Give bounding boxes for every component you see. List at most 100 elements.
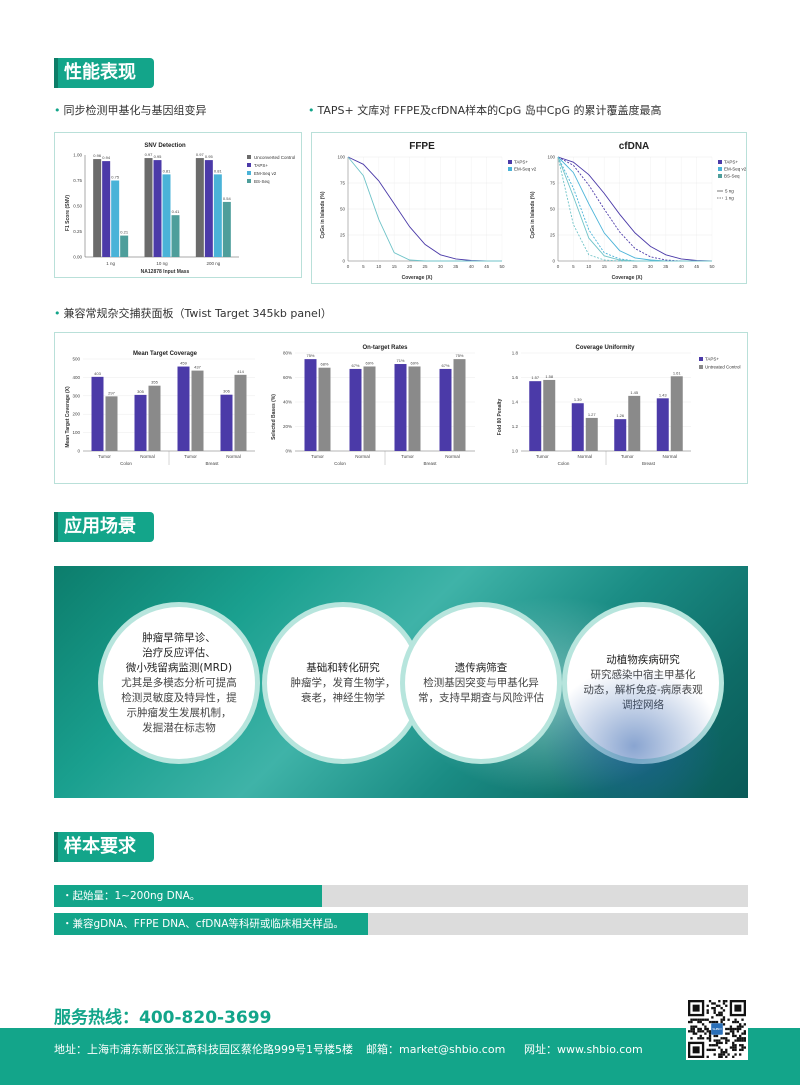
qr-finder-core (692, 1004, 700, 1012)
qr-module (743, 1039, 746, 1042)
qr-module (718, 1011, 721, 1014)
y-tick-label: 0 (77, 449, 80, 454)
legend-label: EM-Seq v2 (724, 167, 746, 172)
bar-value-label: 297 (108, 390, 115, 395)
qr-module (690, 1025, 693, 1028)
qr-module (706, 1004, 709, 1007)
ffpe-chart-title: FFPE (409, 141, 435, 152)
qr-code: SHBIO (686, 998, 748, 1060)
y-tick-label: 0.25 (73, 229, 82, 234)
x-tick-label: 25 (422, 264, 428, 269)
qr-module (718, 1046, 721, 1049)
footer-bar: 地址：上海市浦东新区张江高科技园区蔡伦路999号1号楼5楼 邮箱：market@… (0, 1028, 800, 1085)
qr-module (722, 1023, 726, 1026)
bar-value-label: 0.75 (111, 175, 120, 180)
qr-module (704, 1018, 707, 1021)
qr-module (732, 1032, 735, 1035)
x-tick-label: Normal (445, 454, 460, 459)
qr-module (741, 1037, 744, 1040)
y-tick-label: 0 (342, 259, 345, 264)
application-desc: 尤其是多模态分析可提高 检测灵敏度及特异性，提 示肿瘤发生发展机制， 发掘潜在标… (121, 676, 237, 734)
qr-module (718, 1004, 721, 1007)
bar (394, 364, 407, 451)
qr-module (741, 1039, 744, 1042)
group-label: Colon (334, 461, 346, 466)
x-tick-label: Tumor (536, 454, 549, 459)
legend-swatch (508, 167, 512, 171)
bar-value-label: 0.94 (102, 155, 111, 160)
section-title-performance: 性能表现 (54, 58, 154, 88)
application-desc: 肿瘤学，发育生物学， 衰老，神经生物学 (290, 676, 396, 704)
bar-value-label: 0.81 (163, 168, 172, 173)
snv-chart-panel: SNV Detection F1 Score (SNV) NA12878 Inp… (54, 132, 302, 278)
qr-module (713, 1002, 716, 1005)
qr-module (692, 1030, 695, 1033)
qr-module (697, 1020, 700, 1024)
bar (670, 376, 683, 451)
qr-module (706, 1011, 709, 1014)
y-axis-label: F1 Score (SNV) (65, 195, 71, 231)
qr-module (713, 1006, 716, 1010)
qr-module (734, 1053, 737, 1056)
qr-module (736, 1039, 740, 1042)
y-tick-label: 100 (337, 155, 345, 160)
qr-module (697, 1018, 700, 1021)
x-tick-label: 15 (602, 264, 608, 269)
qr-module (739, 1053, 742, 1056)
bar (349, 368, 362, 451)
qr-module (711, 1016, 714, 1019)
qr-module (715, 1041, 719, 1045)
qr-module (732, 1034, 735, 1038)
x-tick-label: 40 (679, 264, 685, 269)
qr-module (720, 1053, 723, 1056)
bar-value-label: 0.21 (120, 230, 129, 235)
application-title: 遗传病筛查 (454, 661, 508, 674)
bar-value-label: 69% (365, 360, 373, 365)
bar (318, 367, 331, 451)
bar (195, 158, 204, 257)
y-tick-label: 200 (72, 412, 80, 417)
footer-website[interactable]: 网址：www.shbio.com (524, 1043, 643, 1056)
group-label: Breast (205, 461, 219, 466)
y-tick-label: 1.8 (512, 351, 519, 356)
qr-module (734, 1034, 737, 1038)
y-tick-label: 60% (283, 375, 292, 380)
qr-module (715, 1039, 719, 1042)
qr-module (739, 1044, 742, 1047)
qr-module (720, 1048, 723, 1052)
y-tick-label: 25 (550, 233, 556, 238)
qr-module (739, 1048, 742, 1052)
application-title: 肿瘤早筛早诊、 治疗反应评估、 微小残留病监测(MRD) (125, 631, 233, 674)
qr-module (690, 1027, 693, 1031)
qr-module (741, 1032, 744, 1035)
bar-value-label: 306 (223, 389, 230, 394)
qr-module (725, 1051, 728, 1054)
qr-module (739, 1034, 742, 1038)
qr-module (706, 1055, 709, 1058)
x-tick-label: Normal (577, 454, 592, 459)
legend-swatch (508, 160, 512, 164)
bullet-text: 同步检测甲基化与基因组变异 (63, 104, 207, 117)
ffpe-x-axis-label: Coverage (X) (402, 275, 433, 281)
footer-email[interactable]: 邮箱：market@shbio.com (366, 1043, 506, 1056)
x-tick-label: Tumor (621, 454, 634, 459)
qr-module (741, 1048, 744, 1052)
requirement-row-compat: ・兼容gDNA、FFPE DNA、cfDNA等科研或临床相关样品。 (54, 913, 748, 935)
x-tick-label: 20 (617, 264, 623, 269)
qr-module (741, 1044, 744, 1047)
bar-value-label: 68% (320, 362, 328, 367)
qr-module (722, 1018, 726, 1021)
y-tick-label: 400 (72, 375, 80, 380)
group-label: Breast (642, 461, 656, 466)
qr-module (729, 1030, 733, 1033)
x-tick-label: 35 (663, 264, 669, 269)
qr-module (734, 1048, 737, 1052)
bar-value-label: 355 (151, 380, 158, 385)
y-tick-label: 0 (552, 259, 555, 264)
section-title-application: 应用场景 (54, 512, 154, 542)
x-tick-label: 0 (347, 264, 350, 269)
y-tick-label: 1.6 (512, 375, 519, 380)
qr-module (734, 1044, 737, 1047)
qr-module (692, 1032, 695, 1035)
bar-value-label: 305 (137, 389, 144, 394)
